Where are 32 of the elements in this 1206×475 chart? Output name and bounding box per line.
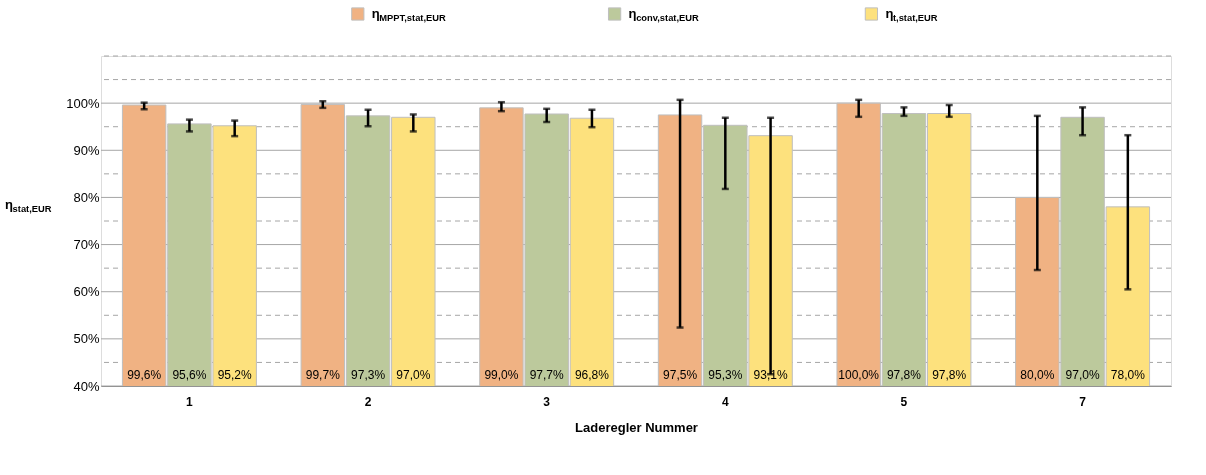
x-tick-label: 1 <box>186 394 194 409</box>
data-label: 100,0% <box>838 368 880 382</box>
x-tick-label: 5 <box>900 394 908 409</box>
y-tick-label: 70% <box>73 237 100 253</box>
data-label: 97,3% <box>351 368 386 382</box>
data-label: 95,3% <box>708 368 743 382</box>
data-label: 93,1% <box>753 368 788 382</box>
y-tick-label: 90% <box>73 142 100 158</box>
y-tick-label: 40% <box>73 378 100 394</box>
data-label: 99,7% <box>305 368 341 382</box>
y-tick-label: 50% <box>73 331 100 347</box>
x-tick-label: 3 <box>543 394 551 409</box>
x-axis-title: Laderegler Nummer <box>575 419 698 435</box>
data-label: 97,8% <box>886 368 922 382</box>
data-label: 99,6% <box>127 368 162 382</box>
data-label: 99,0% <box>484 368 519 382</box>
data-label: 95,2% <box>217 368 253 382</box>
y-tick-label: 100% <box>66 95 100 111</box>
data-label: 78,0% <box>1110 368 1146 382</box>
data-label: 97,0% <box>1065 368 1100 382</box>
data-label: 97,8% <box>932 368 967 382</box>
x-tick-label: 7 <box>1079 394 1087 409</box>
data-label: 97,7% <box>529 368 565 382</box>
data-label: 97,5% <box>663 368 698 382</box>
x-tick-label: 2 <box>364 394 372 409</box>
y-tick-label: 80% <box>73 189 100 205</box>
data-label: 95,6% <box>172 368 207 382</box>
x-tick-label: 4 <box>721 394 729 409</box>
data-label: 80,0% <box>1020 368 1055 382</box>
data-label: 97,0% <box>396 368 431 382</box>
data-label: 96,8% <box>574 368 610 382</box>
y-tick-label: 60% <box>73 284 100 300</box>
